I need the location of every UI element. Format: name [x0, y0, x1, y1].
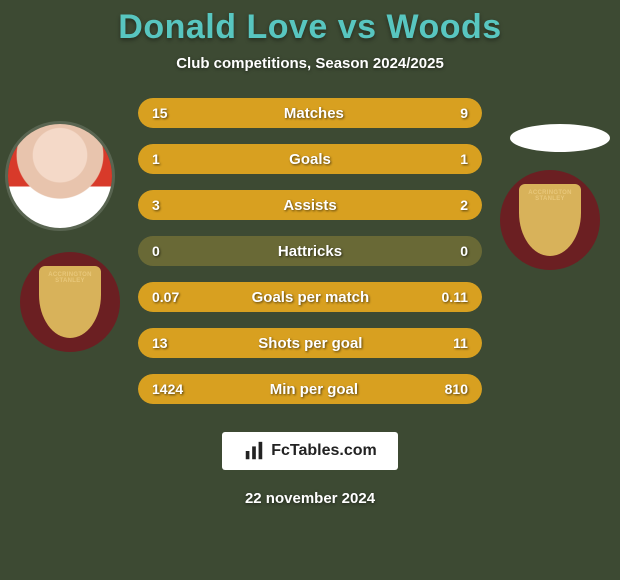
bar-right: [310, 144, 482, 174]
brand-badge: FcTables.com: [222, 432, 398, 470]
stat-row: 1424 Min per goal 810: [138, 374, 482, 404]
stat-label: Goals: [289, 151, 331, 168]
value-left: 3: [152, 197, 160, 213]
value-left: 13: [152, 335, 168, 351]
page-title: Donald Love vs Woods: [118, 8, 501, 47]
date-text: 22 november 2024: [245, 490, 375, 507]
value-left: 0: [152, 243, 160, 259]
stat-label: Matches: [284, 105, 344, 122]
club-crest-right: ACCRINGTON STANLEY: [500, 170, 600, 270]
crest-shield: ACCRINGTON STANLEY: [519, 184, 581, 256]
value-left: 0.07: [152, 289, 179, 305]
value-right: 0.11: [442, 289, 468, 305]
value-right: 11: [453, 335, 468, 351]
player-right-avatar: [510, 124, 610, 152]
player-left-avatar: [8, 124, 112, 228]
stat-label: Goals per match: [252, 289, 370, 306]
stat-row: 13 Shots per goal 11: [138, 328, 482, 358]
chart-icon: [243, 440, 265, 462]
bar-left: [138, 144, 310, 174]
value-right: 2: [460, 197, 468, 213]
stat-row: 1 Goals 1: [138, 144, 482, 174]
brand-text: FcTables.com: [271, 442, 377, 460]
value-right: 0: [460, 243, 468, 259]
stat-row: 0 Hattricks 0: [138, 236, 482, 266]
value-left: 15: [152, 105, 168, 121]
stat-label: Hattricks: [278, 243, 342, 260]
comparison-card: Donald Love vs Woods Club competitions, …: [0, 0, 620, 580]
value-left: 1424: [152, 381, 183, 397]
club-crest-left: ACCRINGTON STANLEY: [20, 252, 120, 352]
stat-label: Assists: [283, 197, 336, 214]
stat-row: 0.07 Goals per match 0.11: [138, 282, 482, 312]
stats-table: 15Matches91Goals13Assists20Hattricks00.0…: [138, 98, 482, 404]
subtitle: Club competitions, Season 2024/2025: [176, 55, 444, 72]
crest-shield: ACCRINGTON STANLEY: [39, 266, 101, 338]
value-right: 1: [460, 151, 468, 167]
stat-label: Shots per goal: [258, 335, 362, 352]
value-left: 1: [152, 151, 160, 167]
stat-label: Min per goal: [270, 381, 358, 398]
crest-text-right: ACCRINGTON STANLEY: [519, 190, 581, 202]
value-right: 9: [460, 105, 468, 121]
stat-row: 15 Matches 9: [138, 98, 482, 128]
stat-row: 3 Assists 2: [138, 190, 482, 220]
crest-text-left: ACCRINGTON STANLEY: [39, 272, 101, 284]
value-right: 810: [445, 381, 468, 397]
